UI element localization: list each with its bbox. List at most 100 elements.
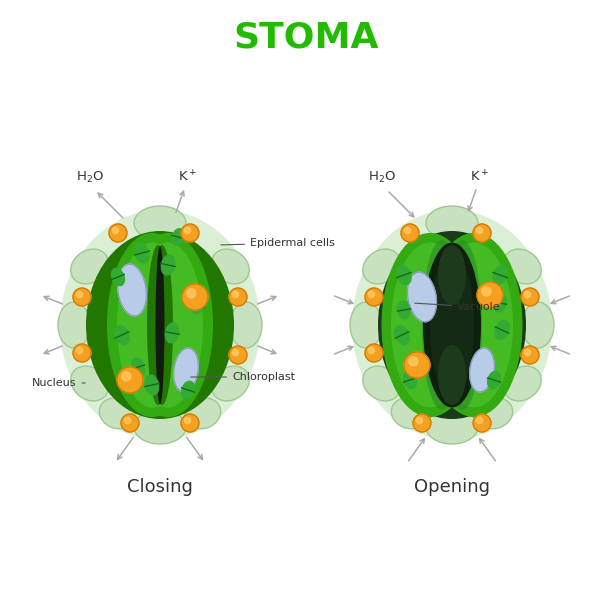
Ellipse shape	[504, 249, 541, 284]
Ellipse shape	[494, 294, 506, 312]
Circle shape	[368, 291, 375, 297]
Ellipse shape	[352, 210, 552, 440]
Text: K$^+$: K$^+$	[178, 170, 198, 185]
Ellipse shape	[350, 302, 382, 348]
Circle shape	[482, 287, 491, 296]
Ellipse shape	[155, 246, 165, 404]
Ellipse shape	[60, 210, 260, 440]
Circle shape	[476, 417, 483, 424]
Ellipse shape	[135, 243, 149, 263]
Ellipse shape	[212, 249, 249, 284]
Ellipse shape	[134, 206, 186, 240]
Ellipse shape	[132, 358, 144, 376]
Circle shape	[124, 417, 130, 424]
Ellipse shape	[477, 398, 513, 429]
Ellipse shape	[408, 272, 436, 322]
Ellipse shape	[145, 375, 159, 395]
Circle shape	[413, 414, 431, 432]
Circle shape	[521, 288, 539, 306]
Ellipse shape	[182, 381, 195, 399]
Ellipse shape	[108, 234, 196, 416]
Circle shape	[182, 284, 208, 310]
Circle shape	[521, 346, 539, 364]
Ellipse shape	[58, 302, 90, 348]
Ellipse shape	[363, 366, 400, 401]
Circle shape	[476, 227, 483, 234]
Text: Closing: Closing	[127, 478, 193, 496]
Ellipse shape	[391, 398, 427, 429]
Circle shape	[76, 291, 83, 297]
Circle shape	[233, 349, 239, 356]
Ellipse shape	[212, 366, 249, 401]
Circle shape	[187, 289, 196, 298]
Ellipse shape	[151, 245, 173, 405]
Text: K$^+$: K$^+$	[470, 170, 490, 185]
Circle shape	[524, 349, 531, 356]
Circle shape	[365, 288, 383, 306]
Ellipse shape	[99, 398, 135, 429]
Ellipse shape	[162, 255, 174, 275]
Ellipse shape	[118, 264, 146, 316]
Ellipse shape	[185, 398, 221, 429]
Circle shape	[181, 224, 199, 242]
Ellipse shape	[422, 240, 462, 410]
Ellipse shape	[147, 245, 169, 405]
Circle shape	[401, 224, 419, 242]
Circle shape	[121, 414, 139, 432]
Circle shape	[73, 344, 91, 362]
Ellipse shape	[430, 251, 474, 399]
Circle shape	[405, 227, 411, 234]
Text: H$_2$O: H$_2$O	[368, 170, 396, 185]
Ellipse shape	[426, 206, 478, 240]
Circle shape	[477, 282, 503, 308]
Text: Epidermal cells: Epidermal cells	[221, 238, 335, 248]
Circle shape	[181, 414, 199, 432]
Circle shape	[109, 224, 127, 242]
Ellipse shape	[165, 323, 179, 343]
Circle shape	[229, 346, 247, 364]
Text: Nucleus: Nucleus	[32, 378, 85, 388]
Circle shape	[368, 348, 375, 354]
Ellipse shape	[423, 242, 481, 408]
Ellipse shape	[488, 371, 501, 389]
Ellipse shape	[404, 371, 416, 389]
Circle shape	[184, 227, 190, 234]
Text: STOMA: STOMA	[233, 21, 379, 55]
Circle shape	[122, 372, 131, 381]
Circle shape	[473, 224, 491, 242]
Text: Chloroplast: Chloroplast	[191, 372, 295, 382]
Circle shape	[76, 348, 83, 354]
Circle shape	[416, 417, 423, 424]
Ellipse shape	[470, 348, 494, 392]
Ellipse shape	[427, 234, 521, 416]
Circle shape	[404, 352, 430, 378]
Ellipse shape	[117, 242, 187, 408]
Ellipse shape	[192, 296, 204, 314]
Ellipse shape	[71, 366, 108, 401]
Ellipse shape	[230, 302, 262, 348]
Ellipse shape	[494, 321, 509, 340]
Ellipse shape	[435, 242, 513, 408]
Ellipse shape	[114, 326, 129, 345]
Ellipse shape	[134, 410, 186, 444]
Ellipse shape	[124, 234, 212, 416]
Circle shape	[233, 291, 239, 297]
Ellipse shape	[504, 366, 541, 401]
Ellipse shape	[398, 301, 410, 319]
Ellipse shape	[438, 245, 466, 305]
Ellipse shape	[172, 229, 184, 245]
Circle shape	[473, 414, 491, 432]
Circle shape	[117, 367, 143, 393]
Ellipse shape	[86, 231, 234, 419]
Ellipse shape	[382, 234, 477, 416]
Circle shape	[365, 344, 383, 362]
Circle shape	[113, 227, 119, 234]
Ellipse shape	[442, 240, 482, 410]
Text: H$_2$O: H$_2$O	[76, 170, 104, 185]
Circle shape	[409, 357, 418, 366]
Text: Opening: Opening	[414, 478, 490, 496]
Circle shape	[184, 417, 190, 424]
Ellipse shape	[111, 268, 124, 286]
Circle shape	[229, 288, 247, 306]
Ellipse shape	[522, 302, 554, 348]
